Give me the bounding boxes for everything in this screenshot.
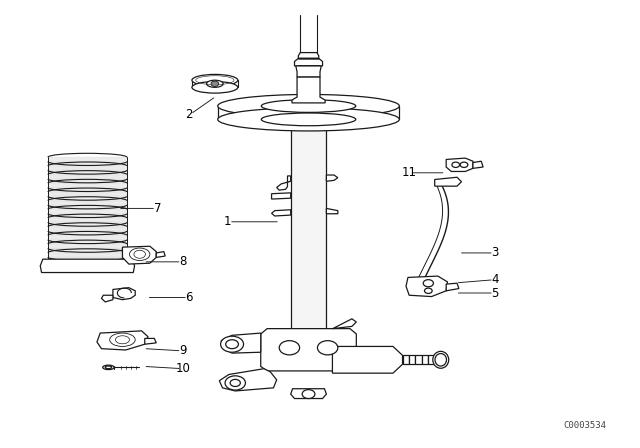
- Polygon shape: [406, 276, 447, 297]
- Polygon shape: [294, 58, 323, 66]
- Polygon shape: [409, 355, 415, 364]
- Polygon shape: [326, 175, 338, 181]
- Text: 1: 1: [224, 215, 231, 228]
- Ellipse shape: [218, 108, 399, 131]
- Ellipse shape: [261, 99, 356, 112]
- Polygon shape: [220, 369, 276, 391]
- Text: 10: 10: [175, 362, 191, 375]
- Ellipse shape: [192, 82, 238, 93]
- Polygon shape: [221, 333, 260, 353]
- Polygon shape: [271, 193, 291, 199]
- Text: 6: 6: [186, 291, 193, 304]
- Ellipse shape: [435, 353, 447, 366]
- Ellipse shape: [218, 95, 399, 117]
- Polygon shape: [156, 252, 165, 258]
- Text: 4: 4: [492, 273, 499, 286]
- Ellipse shape: [105, 366, 111, 369]
- Circle shape: [460, 162, 468, 168]
- Polygon shape: [473, 161, 483, 168]
- Circle shape: [452, 162, 460, 168]
- Polygon shape: [446, 283, 459, 291]
- Ellipse shape: [261, 113, 356, 126]
- Polygon shape: [422, 355, 428, 364]
- Circle shape: [424, 288, 432, 293]
- Text: 9: 9: [179, 345, 187, 358]
- Polygon shape: [298, 52, 319, 58]
- Ellipse shape: [433, 351, 449, 368]
- Polygon shape: [122, 246, 156, 264]
- Circle shape: [302, 390, 315, 399]
- Circle shape: [279, 340, 300, 355]
- Polygon shape: [446, 158, 473, 172]
- Polygon shape: [113, 288, 135, 300]
- Circle shape: [225, 376, 246, 390]
- Circle shape: [423, 280, 433, 287]
- Circle shape: [211, 81, 219, 86]
- Polygon shape: [101, 295, 113, 302]
- Polygon shape: [40, 259, 134, 272]
- Text: 11: 11: [402, 166, 417, 179]
- Polygon shape: [332, 346, 403, 373]
- Text: 8: 8: [179, 255, 187, 268]
- Text: C0003534: C0003534: [563, 421, 606, 430]
- Polygon shape: [333, 319, 356, 329]
- Polygon shape: [292, 77, 325, 103]
- Ellipse shape: [102, 365, 114, 370]
- Polygon shape: [326, 208, 338, 214]
- Circle shape: [230, 379, 241, 387]
- Text: 5: 5: [492, 287, 499, 300]
- Polygon shape: [271, 210, 291, 216]
- Circle shape: [317, 340, 338, 355]
- Polygon shape: [97, 331, 148, 350]
- Text: 3: 3: [492, 246, 499, 259]
- Polygon shape: [260, 329, 356, 371]
- Polygon shape: [296, 66, 321, 77]
- Ellipse shape: [207, 80, 223, 87]
- Text: 2: 2: [186, 108, 193, 121]
- Polygon shape: [415, 355, 422, 364]
- Polygon shape: [403, 355, 409, 364]
- Ellipse shape: [192, 74, 238, 86]
- Polygon shape: [276, 176, 291, 190]
- Polygon shape: [145, 338, 156, 344]
- Circle shape: [221, 336, 244, 352]
- Polygon shape: [435, 177, 461, 186]
- Polygon shape: [428, 355, 435, 364]
- Bar: [291, 120, 326, 329]
- Polygon shape: [291, 389, 326, 399]
- Circle shape: [226, 340, 239, 349]
- Text: 7: 7: [154, 202, 161, 215]
